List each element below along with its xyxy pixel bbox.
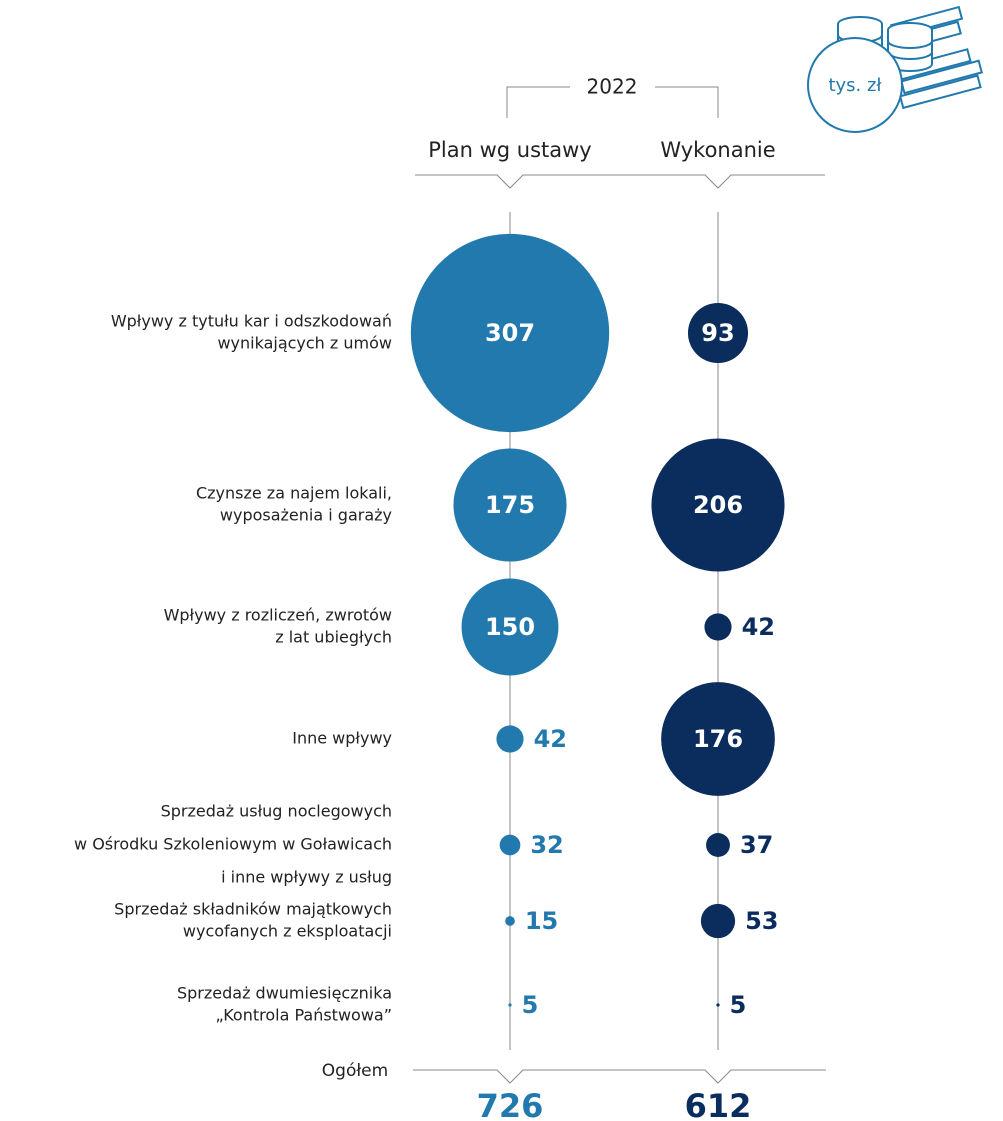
header-bracket <box>413 86 826 1084</box>
year: 2022 <box>587 75 638 99</box>
total-value: 726 <box>477 1087 544 1121</box>
bubble <box>700 903 736 939</box>
bubble <box>706 833 730 857</box>
value-label: 15 <box>525 907 558 935</box>
category-label: wynikających z umów <box>217 334 392 353</box>
category-label: i inne wpływy z usług <box>221 868 392 887</box>
bubble <box>716 1003 720 1007</box>
bubble <box>651 438 785 572</box>
category-label: Wpływy z tytułu kar i odszkodowań <box>111 312 392 331</box>
bubble <box>453 448 567 562</box>
unit: tys. zł <box>828 75 882 96</box>
category-label: Czynsze za najem lokali, <box>196 484 392 503</box>
value-label: 206 <box>693 491 743 519</box>
bubble <box>508 1003 512 1007</box>
series-name: Plan wg ustawy <box>428 138 592 162</box>
value-label: 176 <box>693 725 743 753</box>
category-label: „Kontrola Państwowa” <box>215 1006 392 1025</box>
value-label: 93 <box>701 319 734 347</box>
value-label: 150 <box>485 613 535 641</box>
value-label: 32 <box>530 831 563 859</box>
value-label: 37 <box>740 831 773 859</box>
bubble <box>704 613 732 641</box>
category-label: Sprzedaż składników majątkowych <box>114 900 392 919</box>
category-label: Inne wpływy <box>292 729 392 748</box>
category-label: w Ośrodku Szkoleniowym w Goławicach <box>74 835 392 854</box>
total-value: 612 <box>685 1087 752 1121</box>
value-label: 5 <box>522 991 539 1019</box>
bubble <box>410 233 610 433</box>
value-label: 175 <box>485 491 535 519</box>
category-label: wycofanych z eksploatacji <box>183 922 392 941</box>
category-label: z lat ubiegłych <box>275 628 392 647</box>
bubble <box>505 916 515 926</box>
value-label: 5 <box>730 991 747 1019</box>
money-icon <box>807 5 983 133</box>
value-label: 307 <box>485 319 535 347</box>
category-label: Sprzedaż dwumiesięcznika <box>177 984 392 1003</box>
value-label: 53 <box>745 907 778 935</box>
value-label: 42 <box>534 725 567 753</box>
total-label: Ogółem <box>322 1061 388 1081</box>
category-label: Sprzedaż usług noclegowych <box>161 802 392 821</box>
bubble <box>496 725 524 753</box>
category-label: Wpływy z rozliczeń, zwrotów <box>164 606 392 625</box>
bubble <box>687 302 749 364</box>
bubble <box>661 682 775 796</box>
series-name: Wykonanie <box>660 138 775 162</box>
value-label: 42 <box>742 613 775 641</box>
bubble <box>499 834 521 856</box>
category-label: wyposażenia i garaży <box>220 506 392 525</box>
bubble <box>461 578 559 676</box>
